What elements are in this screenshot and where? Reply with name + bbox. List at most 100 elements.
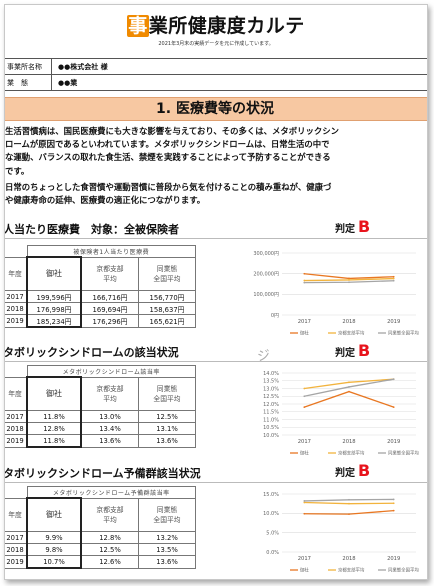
cell-zenkoku: 13.1% <box>138 422 196 435</box>
table-row: 2018 12.8% 13.4% 13.1% <box>5 422 196 435</box>
intro-line: ロームが原因であるといわれています。メタボリックシンドロームは、日常生活の中で <box>5 139 330 150</box>
health-report-page: 事業所健康度カルテ 2021年3月末の実績データを元に作成しています。 事業所名… <box>4 4 428 580</box>
verdict-grade: B <box>358 461 371 480</box>
data-point <box>348 281 350 284</box>
data-point <box>392 378 395 381</box>
table-corner <box>5 366 27 378</box>
data-point <box>303 406 306 408</box>
data-point <box>348 513 350 516</box>
cell-year: 2019 <box>5 314 28 328</box>
y-tick-label: 12.0% <box>263 402 279 408</box>
legend-label: 京都支部平均 <box>338 330 365 337</box>
info-row-business: 業 態 ●●業 <box>5 74 427 91</box>
col-zenkoku: 同業態 全国平均 <box>138 376 196 411</box>
chart-svg: 0.0% 5.0% 10.0% 15.0% 2017 2018 2019 御社 京都支部平均 同業… <box>263 492 419 574</box>
data-point <box>303 387 306 390</box>
verdict-grade: B <box>358 341 371 360</box>
cell-kyoto: 13.6% <box>80 434 139 448</box>
cell-kyoto: 13.4% <box>80 422 139 435</box>
y-tick-label: 11.0% <box>263 417 279 423</box>
verdict-label: 判定 <box>335 468 355 479</box>
col-zenkoku-line: 全国平均 <box>153 515 181 524</box>
chart-svg: 0円 100,000円 200,000円 300,000円 2017 2018 2019 御社… <box>253 251 419 337</box>
data-point <box>303 281 306 284</box>
y-tick-label: 13.0% <box>263 386 279 392</box>
data-point <box>392 509 395 512</box>
col-zenkoku-line: 全国平均 <box>153 394 181 403</box>
y-tick-label: 0.0% <box>266 550 279 556</box>
cell-kyoto: 13.0% <box>80 410 139 423</box>
x-tick-label: 2017 <box>298 319 311 325</box>
verdict: 判定 B <box>335 217 370 236</box>
col-zenkoku: 同業態 全国平均 <box>138 256 196 291</box>
x-tick-label: 2018 <box>342 556 355 562</box>
table-caption: メタボリックシンドローム予備群該当率 <box>26 486 196 499</box>
col-kyoto-line: 平均 <box>103 394 117 403</box>
intro-paragraph-2: 日常のちょっとした食習慣や運動習慣に普段から気を付けることの積み重ねが、健康づ … <box>5 181 427 207</box>
data-point <box>392 406 395 408</box>
cell-kyoto: 12.6% <box>80 555 139 569</box>
cell-kyoto: 169,694円 <box>80 302 139 315</box>
divider <box>5 238 427 239</box>
data-point <box>348 502 350 505</box>
x-tick-label: 2019 <box>387 319 400 325</box>
cell-year: 2017 <box>5 290 28 303</box>
data-point <box>348 386 350 388</box>
verdict: 判定 B <box>335 461 370 480</box>
cell-own: 11.8% <box>26 434 82 448</box>
table-corner <box>5 246 27 258</box>
data-point <box>392 275 395 278</box>
y-tick-label: 100,000円 <box>253 292 279 298</box>
table-row: 2017 199,596円 166,716円 156,770円 <box>5 290 196 303</box>
table-row: 2019 185,234円 176,296円 165,621円 <box>5 314 196 328</box>
data-point <box>303 395 306 398</box>
table-row: 2019 10.7% 12.6% 13.6% <box>5 555 196 569</box>
block-title: タボリックシンドローム予備群該当状況 <box>4 467 201 480</box>
x-tick-label: 2017 <box>298 556 311 562</box>
x-tick-label: 2018 <box>342 319 355 325</box>
title-text: 業所健康度カルテ <box>148 15 305 37</box>
info-row-company: 事業所名称 ●●株式会社 様 <box>5 58 427 75</box>
data-point <box>392 279 395 282</box>
data-point <box>303 512 306 515</box>
col-own: 御社 <box>26 376 82 411</box>
cell-own: 185,234円 <box>26 314 82 328</box>
page-title: 事業所健康度カルテ <box>5 11 427 38</box>
y-tick-label: 12.5% <box>263 394 279 400</box>
data-table: メタボリックシンドローム該当率 年度 御社 京都支部 平均 同業態 全国平均 201… <box>5 365 196 448</box>
table-row: 2017 9.9% 12.8% 13.2% <box>5 531 196 544</box>
cell-own: 11.8% <box>26 410 82 423</box>
y-tick-label: 10.0% <box>263 511 279 517</box>
col-own: 御社 <box>26 256 82 291</box>
col-zenkoku-line: 同業態 <box>156 384 178 393</box>
y-tick-label: 300,000円 <box>253 251 279 257</box>
intro-paragraph-1: 生活習慣病は、国民医療費にも大きな影響を与えており、その多くは、メタボリックシン… <box>5 125 427 178</box>
x-tick-label: 2018 <box>342 439 355 445</box>
cell-zenkoku: 12.5% <box>138 410 196 423</box>
data-point <box>303 500 306 502</box>
info-label: 業 態 <box>5 75 52 90</box>
col-zenkoku: 同業態 全国平均 <box>138 497 196 532</box>
table-row: 2019 11.8% 13.6% 13.6% <box>5 434 196 448</box>
legend-label: 同業態全国平均 <box>388 567 419 574</box>
col-zenkoku-line: 同業態 <box>156 505 178 514</box>
col-zenkoku-line: 全国平均 <box>153 274 181 283</box>
data-point <box>348 277 350 280</box>
x-tick-label: 2019 <box>387 556 400 562</box>
data-point <box>392 277 395 280</box>
intro-line: 生活習慣病は、国民医療費にも大きな影響を与えており、その多くは、メタボリックシン <box>5 126 339 136</box>
col-zenkoku-line: 同業態 <box>156 264 178 273</box>
intro-line: な運動、バランスの取れた食生活、禁煙を実践することによって予防することができる <box>5 152 331 163</box>
col-kyoto: 京都支部 平均 <box>80 497 139 532</box>
y-tick-label: 0円 <box>271 313 279 319</box>
col-year: 年度 <box>5 256 28 291</box>
divider <box>5 482 427 483</box>
chart-metabolic-reserve-rate: 0.0% 5.0% 10.0% 15.0% 2017 2018 2019 御社 京都支部平均 同業… <box>238 488 424 576</box>
intro-line: です。 <box>5 165 30 176</box>
col-kyoto: 京都支部 平均 <box>80 376 139 411</box>
data-point <box>392 498 395 501</box>
chart-svg: 10.0% 10.5% 11.0%11.5% 12.0% 12.5% 13.0%13.5%… <box>263 371 419 457</box>
x-tick-label: 2019 <box>387 439 400 445</box>
cell-own: 9.8% <box>26 543 82 556</box>
verdict-label: 判定 <box>335 224 355 235</box>
